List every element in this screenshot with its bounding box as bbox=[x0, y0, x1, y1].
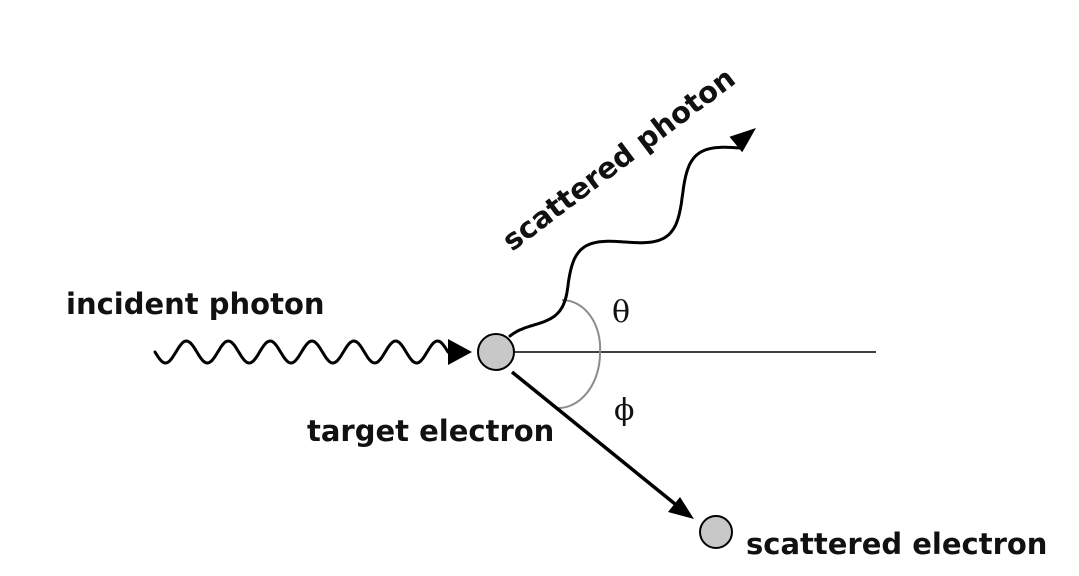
scattered-photon-label: scattered photon bbox=[496, 61, 742, 258]
incident-photon-label: incident photon bbox=[66, 287, 325, 321]
incident-photon-arrowhead bbox=[448, 339, 472, 365]
target-electron-label: target electron bbox=[307, 414, 554, 448]
theta-symbol: θ bbox=[612, 295, 630, 330]
scattered-electron-arrowhead bbox=[668, 497, 694, 519]
theta-angle-arc bbox=[561, 298, 602, 353]
scattered-electron-label: scattered electron bbox=[746, 527, 1047, 561]
phi-angle-arc bbox=[555, 351, 602, 410]
scattered-photon-wave bbox=[508, 145, 742, 338]
phi-symbol: ϕ bbox=[614, 393, 634, 428]
incident-photon-wave bbox=[153, 339, 450, 365]
scattered-photon-arrowhead bbox=[729, 128, 756, 153]
target-electron-circle bbox=[477, 333, 515, 371]
scattered-electron-trajectory bbox=[510, 370, 682, 510]
scattered-electron-circle bbox=[699, 515, 733, 549]
